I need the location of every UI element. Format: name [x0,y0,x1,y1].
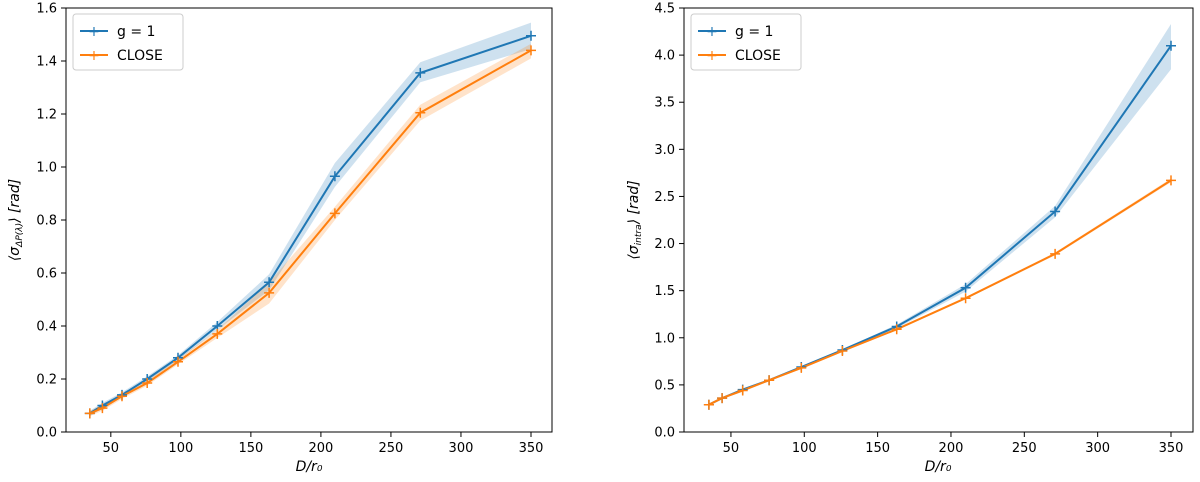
legend-label-close: CLOSE [735,48,781,64]
y-tick-label: 0.0 [36,426,57,441]
x-tick-label: 50 [723,441,740,456]
point-close [264,287,275,298]
point-g1 [1166,40,1176,51]
point-close [737,385,748,396]
y-tick-label: 4.0 [654,49,675,64]
series-line-close [89,49,532,415]
y-tick-label: 1.4 [36,55,57,70]
point-close [329,208,340,219]
band-close [89,43,532,417]
y-tick-label: 0.8 [36,214,57,229]
y-tick-label: 3.0 [654,143,675,158]
series-line-g1 [89,34,532,415]
left-chart: 50 100 150 200 250 300 350 0.0 0.2 0.4 0.6 0.8 1.0 1… [7,2,553,475]
point-close [212,328,223,339]
legend-label-g1: g = 1 [117,24,155,40]
y-tick-label: 0.2 [36,373,57,388]
point-g1 [526,30,536,41]
x-tick-label: 300 [1085,441,1110,456]
x-tick-label: 50 [103,441,120,456]
y-tick-label: 0.6 [36,267,57,282]
legend: + g = 1 + CLOSE [690,13,802,71]
x-tick-label: 200 [939,441,964,456]
y-tick-label: 1.5 [654,284,675,299]
point-close [415,107,426,118]
x-tick-label: 350 [1159,441,1184,456]
y-tick-label: 4.5 [654,2,675,17]
y-tick-label: 2.0 [654,237,675,252]
x-axis-label: D/r₀ [296,459,323,475]
y-tick-label: 0.4 [36,320,57,335]
y-axis-label: ⟨σintra⟩ [rad] [626,180,644,259]
y-axis-label: ⟨σΔP(λ)⟩ [rad] [7,179,25,261]
x-tick-label: 350 [519,441,544,456]
point-close [796,362,807,373]
point-close [837,346,848,356]
legend-marker-close: + [88,48,100,64]
x-tick-label: 150 [238,441,263,456]
x-tick-label: 100 [792,441,817,456]
y-tick-label: 1.2 [36,108,57,123]
legend-label-g1: g = 1 [735,24,773,40]
point-close [97,403,108,414]
point-close [173,356,183,367]
x-tick-label: 150 [865,441,890,456]
point-close [703,399,714,410]
point-close [891,324,902,335]
y-tick-label: 0.5 [654,378,675,393]
y-tick-label: 1.0 [36,161,57,176]
point-close [84,408,95,419]
x-tick-label: 250 [1012,441,1037,456]
plot-frame [683,7,1194,433]
y-tick-label: 1.6 [36,2,57,17]
x-tick-label: 250 [379,441,404,456]
point-close [1050,248,1061,259]
point-g1 [1050,206,1061,217]
y-tick-label: 2.5 [654,190,675,205]
point-close [717,393,728,404]
point-close [526,45,536,56]
x-axis-label: D/r₀ [925,459,952,475]
point-close [142,378,153,388]
legend-marker-g1: + [88,24,100,40]
y-tick-label: 3.5 [654,96,675,111]
x-tick-label: 200 [308,441,333,456]
point-close [117,391,127,402]
legend-marker-g1: + [706,24,718,40]
legend-marker-close: + [706,48,718,64]
point-close [1166,175,1176,186]
point-close [960,293,971,304]
x-tick-label: 100 [168,441,193,456]
y-tick-label: 0.0 [654,426,675,441]
y-tick-label: 1.0 [654,331,675,346]
point-g1 [264,277,275,288]
point-g1 [415,67,426,78]
right-chart: 50 100 150 200 250 300 350 0.0 0.5 1.0 1.5 2.0 2.5 3… [626,2,1194,475]
band-g1 [89,22,532,417]
point-g1 [329,171,340,182]
x-tick-label: 300 [449,441,474,456]
point-close [764,375,775,386]
legend: + g = 1 + CLOSE [72,13,184,71]
series-line-close [708,179,1172,406]
legend-label-close: CLOSE [117,48,163,64]
point-g1 [960,282,971,293]
